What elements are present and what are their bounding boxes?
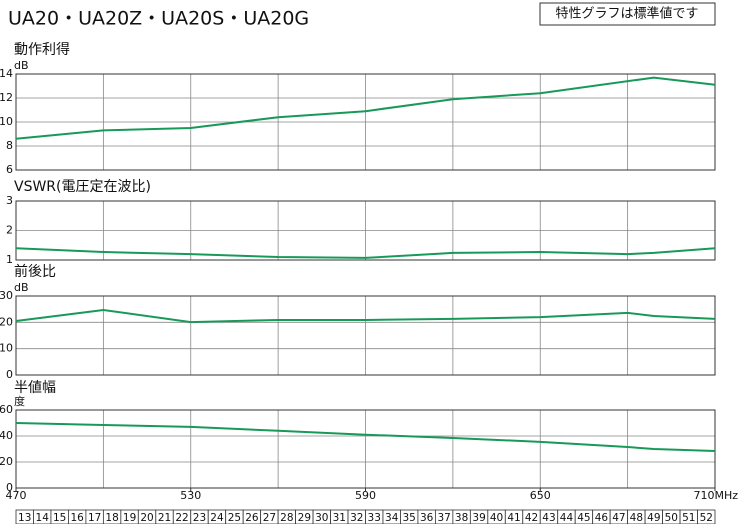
x-tick-label: 590 [355,489,376,502]
plot-frame [15,73,716,171]
channel-label: 42 [525,512,538,524]
channel-label: 37 [437,512,450,524]
panel-title: VSWR(電圧定在波比) [14,179,151,195]
y-tick-label: 20 [0,315,13,328]
channel-label: 21 [158,512,171,524]
data-line [15,247,716,259]
channel-label: 51 [682,512,695,524]
channel-label: 32 [350,512,363,524]
channel-label: 29 [298,512,311,524]
channel-label: 20 [140,512,153,524]
channel-label: 38 [455,512,468,524]
data-line [15,422,716,452]
y-unit: dB [14,281,29,294]
y-tick-label: 6 [6,163,13,176]
channel-label: 40 [490,512,503,524]
y-tick-label: 20 [0,455,13,468]
x-tick-label: 650 [530,489,551,502]
channel-label: 26 [245,512,259,524]
channel-cell [697,509,716,524]
channel-label: 35 [403,512,416,524]
y-tick-label: 2 [6,224,13,237]
y-tick-label: 3 [6,194,13,207]
plot-frame [15,200,716,261]
x-tick-label: 470 [6,489,27,502]
panel-title: 半値幅 [14,380,56,396]
channel-label: 52 [700,512,713,524]
channel-label: 44 [560,512,574,524]
y-tick-label: 0 [6,368,13,381]
data-line [15,308,716,324]
channel-label: 39 [472,512,485,524]
y-tick-label: 12 [0,91,13,104]
note: 特性グラフは標準値です [555,6,698,22]
channel-label: 50 [665,512,678,524]
y-unit: dB [14,59,29,72]
channel-label: 48 [630,512,643,524]
panel-title: 前後比 [14,263,56,280]
channel-label: 18 [105,512,118,524]
panel-title: 動作利得 [14,41,70,58]
x-tick-label: 710MHz [693,489,738,502]
channel-label: 25 [228,512,241,524]
channel-label: 27 [263,512,276,524]
data-line [15,76,716,140]
channel-label: 16 [70,512,84,524]
channel-label: 13 [18,512,31,524]
channel-label: 28 [280,512,293,524]
channel-label: 47 [612,512,625,524]
y-tick-label: 1 [6,253,13,266]
y-tick-label: 40 [0,429,13,442]
channel-label: 36 [420,512,434,524]
x-tick-label: 530 [180,489,201,502]
channel-label: 24 [210,512,224,524]
channel-label: 31 [333,512,346,524]
channel-label: 15 [53,512,66,524]
y-unit: 度 [14,394,25,408]
y-tick-label: 30 [0,289,13,302]
channel-label: 14 [36,512,50,524]
channel-label: 17 [88,512,101,524]
y-tick-label: 10 [0,115,13,128]
y-tick-label: 8 [6,139,13,152]
channel-label: 22 [175,512,188,524]
page-title: UA20・UA20Z・UA20S・UA20G [8,8,309,30]
channel-label: 19 [123,512,136,524]
y-tick-label: 10 [0,342,13,355]
channel-label: 46 [595,512,609,524]
channel-label: 23 [193,512,206,524]
note-box [539,2,716,26]
channel-label: 33 [368,512,381,524]
y-tick-label: 60 [0,403,13,416]
channel-label: 30 [315,512,328,524]
channel-label: 41 [507,512,520,524]
y-tick-label: 14 [0,67,13,80]
channel-label: 45 [577,512,590,524]
plot-frame [15,295,716,376]
channel-label: 34 [385,512,399,524]
y-tick-label: 0 [6,481,13,494]
channel-label: 49 [647,512,660,524]
channel-label: 43 [542,512,555,524]
